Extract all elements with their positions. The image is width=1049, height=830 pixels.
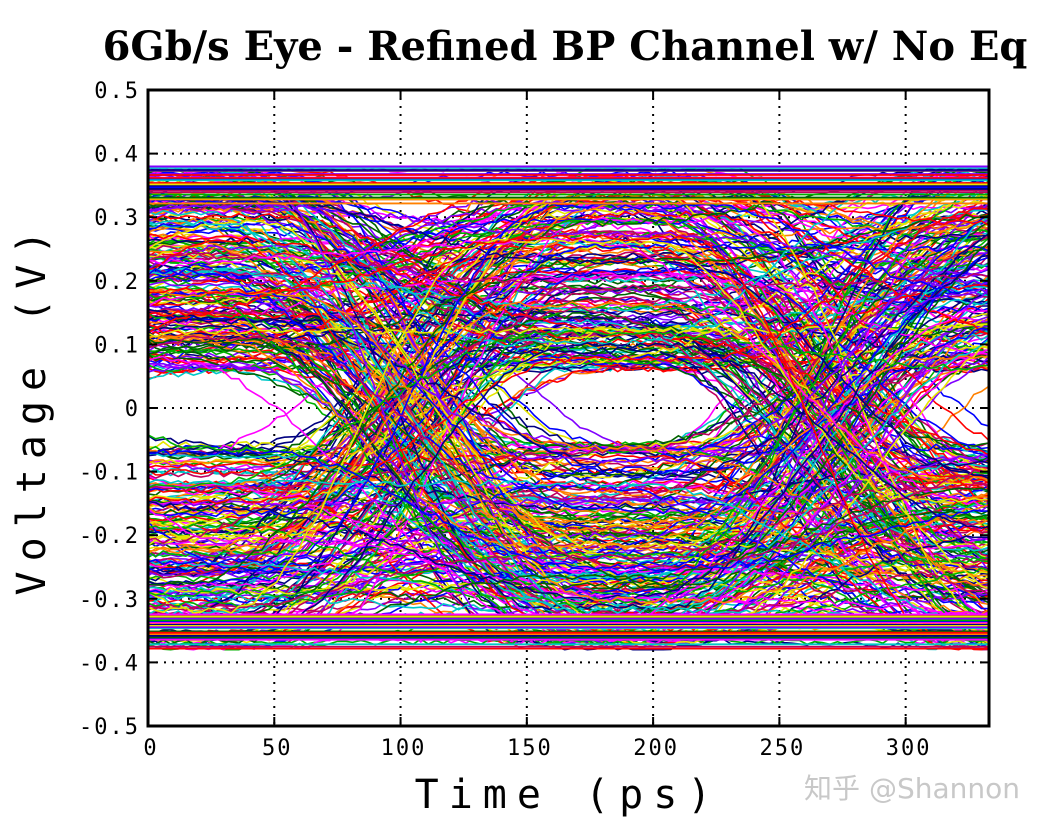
eye-trace bbox=[148, 235, 989, 493]
eye-trace bbox=[148, 209, 989, 580]
eye-trace bbox=[148, 458, 989, 523]
eye-trace bbox=[148, 223, 989, 490]
y-tick-label: 0.1 bbox=[94, 333, 140, 358]
eye-trace bbox=[148, 301, 989, 552]
eye-trace bbox=[148, 203, 989, 606]
eye-trace bbox=[148, 364, 989, 641]
x-tick-label: 300 bbox=[886, 736, 932, 761]
eye-trace bbox=[148, 326, 989, 590]
x-tick-label: 100 bbox=[381, 736, 427, 761]
x-tick-label: 0 bbox=[143, 736, 158, 761]
eye-trace bbox=[148, 267, 989, 627]
eye-trace bbox=[148, 522, 989, 605]
eye-trace bbox=[148, 182, 989, 526]
eye-trace bbox=[148, 212, 989, 346]
eye-trace bbox=[148, 244, 989, 364]
y-axis-label: Voltage (V) bbox=[9, 221, 55, 596]
eye-trace bbox=[148, 214, 989, 573]
eye-trace bbox=[148, 237, 989, 508]
eye-trace bbox=[148, 202, 989, 278]
y-tick-label: 0.3 bbox=[94, 206, 140, 231]
eye-trace bbox=[148, 202, 989, 304]
eye-trace bbox=[148, 234, 989, 651]
eye-trace bbox=[148, 508, 989, 617]
eye-trace bbox=[148, 308, 989, 363]
eye-trace bbox=[148, 482, 989, 612]
eye-trace bbox=[148, 213, 989, 355]
y-tick-label: 0.4 bbox=[94, 143, 140, 168]
eye-trace bbox=[148, 479, 989, 627]
x-axis-ticks: 0 50 100 150 200 250 300 bbox=[143, 90, 932, 761]
y-tick-label: -0.3 bbox=[79, 588, 140, 613]
y-tick-label: -0.1 bbox=[79, 461, 140, 486]
y-axis-ticks: 0.5 0.4 0.3 0.2 0.1 0 -0.1 -0.2 -0.3 -0.4 -0.5 bbox=[79, 79, 989, 740]
eye-trace bbox=[148, 249, 989, 629]
y-tick-label: 0.2 bbox=[94, 270, 140, 295]
eye-trace bbox=[148, 448, 989, 572]
x-axis-label: Time (ps) bbox=[415, 772, 722, 818]
eye-trace bbox=[148, 454, 989, 507]
eye-trace bbox=[148, 538, 989, 622]
eye-trace bbox=[148, 254, 989, 602]
eye-trace bbox=[148, 200, 989, 527]
y-tick-label: 0.5 bbox=[94, 79, 140, 104]
x-tick-label: 250 bbox=[760, 736, 806, 761]
eye-trace bbox=[148, 332, 989, 578]
eye-trace bbox=[148, 280, 989, 464]
eye-traces bbox=[148, 165, 989, 651]
eye-trace bbox=[148, 307, 989, 534]
y-tick-label: 0 bbox=[125, 397, 140, 422]
eye-trace bbox=[148, 251, 989, 577]
eye-trace bbox=[148, 219, 989, 647]
watermark: 知乎 @Shannon bbox=[804, 772, 1020, 805]
y-tick-label: -0.2 bbox=[79, 524, 140, 549]
eye-trace bbox=[148, 237, 989, 615]
eye-trace bbox=[148, 211, 989, 532]
chart-title: 6Gb/s Eye - Refined BP Channel w/ No Eq bbox=[103, 23, 1028, 70]
eye-trace bbox=[148, 232, 989, 478]
eye-trace bbox=[148, 434, 989, 628]
x-tick-label: 150 bbox=[507, 736, 553, 761]
eye-trace bbox=[148, 335, 989, 570]
eye-trace bbox=[148, 337, 989, 590]
eye-trace bbox=[148, 578, 989, 638]
eye-trace bbox=[148, 267, 989, 518]
y-tick-label: -0.4 bbox=[79, 651, 140, 676]
eye-trace bbox=[148, 180, 989, 650]
x-tick-label: 50 bbox=[262, 736, 293, 761]
eye-trace bbox=[148, 251, 989, 292]
x-tick-label: 200 bbox=[633, 736, 679, 761]
eye-trace bbox=[148, 201, 989, 566]
y-tick-label: -0.5 bbox=[79, 715, 140, 740]
eye-trace bbox=[148, 311, 989, 516]
eye-trace bbox=[148, 499, 989, 601]
eye-trace bbox=[148, 289, 989, 605]
eye-trace bbox=[148, 333, 989, 550]
eye-trace bbox=[148, 329, 989, 489]
eye-trace bbox=[148, 241, 989, 492]
